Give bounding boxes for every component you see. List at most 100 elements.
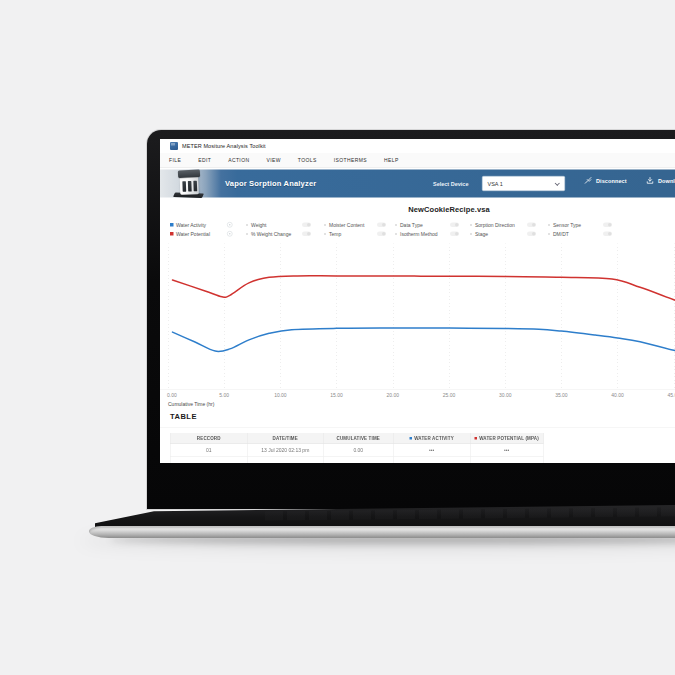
legend-item: DM/DT xyxy=(548,230,569,239)
legend-toggle[interactable] xyxy=(377,223,386,228)
series-water-activity xyxy=(173,328,675,357)
table-column-header: DATE/TIME xyxy=(247,433,323,444)
legend-label: Sorption Direction xyxy=(475,222,515,228)
menu-item-edit[interactable]: EDIT xyxy=(198,158,211,164)
stage: METER Mositure Analysis Toolkit FILE EDIT… xyxy=(0,0,675,675)
table-header: RECCORDDATE/TIMECUMULATIVE TIMEWATER ACT… xyxy=(170,433,543,444)
legend-toggle[interactable] xyxy=(450,232,459,237)
legend-toggle[interactable] xyxy=(302,232,311,237)
menu-item-help[interactable]: HELP xyxy=(384,158,399,164)
table-column-header: RECCORD xyxy=(170,433,247,444)
column-series-dot-icon xyxy=(410,437,413,440)
x-tick-label: 30.00 xyxy=(490,393,520,399)
legend-bullet-icon xyxy=(548,233,550,235)
legend-toggle[interactable] xyxy=(527,223,536,228)
legend-item: % Weight Change xyxy=(246,230,291,239)
legend-item: Sorption Direction xyxy=(470,221,515,230)
legend-toggle[interactable] xyxy=(302,223,311,228)
data-table: RECCORDDATE/TIMECUMULATIVE TIMEWATER ACT… xyxy=(170,433,544,464)
legend-item: Data Type xyxy=(395,221,423,230)
legend-label: DM/DT xyxy=(553,231,569,237)
section-divider xyxy=(160,428,675,429)
table-heading: TABLE xyxy=(170,412,197,421)
legend-label: Sensor Type xyxy=(553,222,581,228)
legend-item: Water Activity xyxy=(170,221,206,230)
app-title: Vapor Sorption Analyzer xyxy=(225,179,316,188)
table-column-header: WATER ACTIVITY xyxy=(393,433,470,444)
legend-item: Moister Content xyxy=(324,221,364,230)
disconnect-plug-icon xyxy=(584,177,592,185)
vsa-device-icon xyxy=(172,170,211,202)
file-name-title: NewCookieRecipe.vsa xyxy=(160,205,675,214)
app-window: METER Mositure Analysis Toolkit FILE EDIT… xyxy=(160,139,675,463)
legend-toggle[interactable] xyxy=(527,232,536,237)
select-device-label: Select Device xyxy=(433,181,468,187)
legend-label: Isotherm Method xyxy=(400,231,438,237)
x-tick-label: 45.00 xyxy=(659,393,675,399)
legend-toggle[interactable] xyxy=(377,232,386,237)
device-select-value: VSA 1 xyxy=(488,181,503,187)
menu-item-file[interactable]: FILE xyxy=(169,158,181,164)
legend-bullet-icon xyxy=(170,232,174,236)
menu-item-isotherms[interactable]: ISOTHERMS xyxy=(334,158,367,164)
series-water-potential xyxy=(173,276,675,310)
table-cell: 0.00 xyxy=(323,444,393,457)
table-cell: 01 xyxy=(170,444,247,457)
table-row: 0113 Jul 2020 02:13 pm0.00•••••• xyxy=(170,444,543,457)
x-tick-label: 15.00 xyxy=(322,393,352,399)
legend-bullet-icon xyxy=(324,224,326,226)
app-logo-icon xyxy=(170,142,178,150)
table-column-header: WATER POTENTIAL (MPA) xyxy=(470,433,543,444)
legend-bullet-icon xyxy=(395,224,397,226)
chart-legend: Water Activity Water Potential Weight % Wei… xyxy=(160,221,675,239)
legend-item: Weight xyxy=(246,221,266,230)
disconnect-button[interactable]: Disconnect xyxy=(584,177,627,185)
table-body: 0113 Jul 2020 02:13 pm0.00•••••• xyxy=(170,444,543,463)
legend-label: Moister Content xyxy=(329,222,364,228)
legend-bullet-icon xyxy=(246,233,248,235)
legend-bullet-icon xyxy=(470,224,472,226)
legend-bullet-icon xyxy=(548,224,550,226)
legend-item: Stage xyxy=(470,230,488,239)
legend-toggle[interactable] xyxy=(603,232,612,237)
legend-bullet-icon xyxy=(246,224,248,226)
legend-label: Water Activity xyxy=(176,222,206,228)
legend-toggle[interactable] xyxy=(227,231,233,237)
legend-bullet-icon xyxy=(395,233,397,235)
laptop-screen: METER Mositure Analysis Toolkit FILE EDIT… xyxy=(160,139,675,463)
download-icon xyxy=(646,177,654,185)
legend-label: Water Potential xyxy=(176,231,210,237)
app-header: Vapor Sorption Analyzer Select Device VS… xyxy=(160,170,675,198)
chart-lines xyxy=(160,244,675,390)
menu-item-tools[interactable]: TOOLS xyxy=(298,158,317,164)
legend-item: Sensor Type xyxy=(548,221,581,230)
table-cell: 13 Jul 2020 02:13 pm xyxy=(247,444,323,457)
device-select-dropdown[interactable]: VSA 1 xyxy=(482,176,565,191)
legend-toggle[interactable] xyxy=(227,222,233,228)
download-button[interactable]: Download xyxy=(646,177,675,185)
legend-label: Data Type xyxy=(400,222,423,228)
table-cell: ••• xyxy=(470,444,543,457)
legend-bullet-icon xyxy=(470,233,472,235)
legend-item: Water Potential xyxy=(170,230,210,239)
legend-item: Isotherm Method xyxy=(395,230,438,239)
x-tick-label: 5.00 xyxy=(209,393,239,399)
legend-bullet-icon xyxy=(324,233,326,235)
x-tick-label: 0.00 xyxy=(167,393,197,399)
column-series-dot-icon xyxy=(475,437,478,440)
legend-label: Weight xyxy=(251,222,266,228)
menu-item-action[interactable]: ACTION xyxy=(228,158,249,164)
x-tick-label: 25.00 xyxy=(434,393,464,399)
legend-label: Temp xyxy=(329,231,341,237)
chart-plot-area xyxy=(160,244,675,390)
menu-item-view[interactable]: VIEW xyxy=(266,158,280,164)
legend-label: % Weight Change xyxy=(251,231,291,237)
legend-bullet-icon xyxy=(170,223,174,227)
x-tick-label: 35.00 xyxy=(546,393,576,399)
window-titlebar: METER Mositure Analysis Toolkit xyxy=(160,139,675,153)
legend-toggle[interactable] xyxy=(450,223,459,228)
laptop-base-edge xyxy=(89,526,675,538)
menu-bar: FILE EDIT ACTION VIEW TOOLS ISOTHERMS HELP xyxy=(160,153,675,168)
legend-toggle[interactable] xyxy=(603,223,612,228)
table-column-header: CUMULATIVE TIME xyxy=(323,433,393,444)
